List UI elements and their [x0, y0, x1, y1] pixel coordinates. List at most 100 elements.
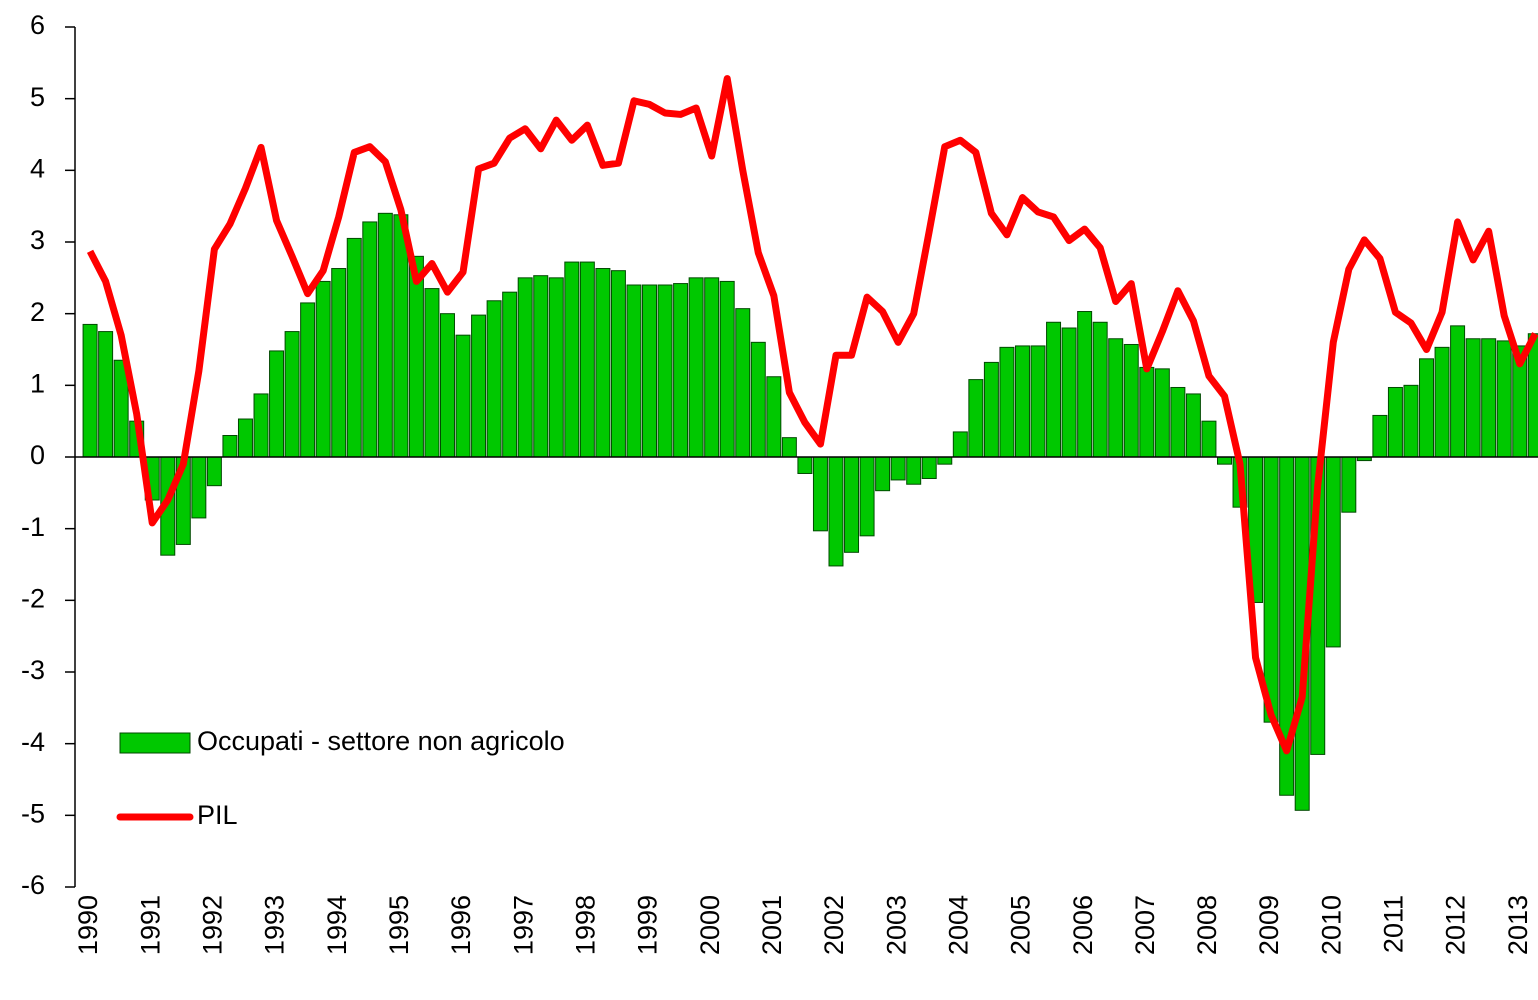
x-tick-label: 1991 [135, 895, 165, 955]
x-tick-label: 1994 [322, 895, 352, 955]
bar [455, 334, 471, 458]
bar [1201, 420, 1217, 458]
x-tick-label: 2012 [1441, 895, 1471, 955]
bar [1077, 311, 1093, 458]
bar [937, 456, 953, 465]
bar [1030, 345, 1046, 458]
bar [1403, 384, 1419, 458]
bar [1419, 358, 1435, 458]
bar [844, 456, 860, 553]
x-tick-label: 1995 [384, 895, 414, 955]
y-tick-label: 0 [30, 440, 45, 470]
bar [719, 280, 735, 458]
y-tick-label: -1 [21, 512, 45, 542]
bar [1170, 386, 1186, 458]
bar [331, 268, 347, 458]
bar [408, 255, 424, 458]
bar [315, 280, 331, 458]
bar [1527, 333, 1538, 458]
bar [424, 288, 440, 458]
bar [439, 313, 455, 458]
bar [797, 456, 813, 474]
bar [610, 270, 626, 458]
x-tick-label: 2011 [1379, 895, 1409, 953]
bar [564, 261, 580, 458]
y-tick-label: 2 [30, 297, 45, 327]
bar [82, 323, 98, 458]
bar [1014, 345, 1030, 458]
bar [1154, 368, 1170, 458]
bar [237, 418, 253, 458]
bar [1481, 338, 1497, 458]
bar [890, 456, 906, 481]
y-tick-label: -5 [21, 798, 45, 828]
bar [284, 331, 300, 458]
bar [657, 284, 673, 458]
bar [828, 456, 844, 567]
x-tick-label: 1996 [446, 895, 476, 955]
bar [579, 261, 595, 458]
bar [1496, 340, 1512, 458]
bar [952, 431, 968, 458]
bar [595, 268, 611, 458]
bar [1434, 346, 1450, 458]
x-tick-label: 1992 [198, 895, 228, 955]
bar [1061, 327, 1077, 458]
bar [812, 456, 828, 532]
bar [517, 277, 533, 458]
bar [1450, 325, 1466, 458]
bar [859, 456, 875, 537]
line [86, 75, 1538, 755]
legend-label: PIL [197, 800, 238, 830]
x-tick-label: 1997 [508, 895, 538, 955]
bar [735, 308, 751, 458]
bar [486, 300, 502, 458]
x-tick-label: 2005 [1006, 895, 1036, 955]
y-tick-label: -3 [21, 655, 45, 685]
bar [502, 291, 518, 458]
bar [1139, 366, 1155, 458]
bar [921, 456, 937, 479]
bar [781, 437, 797, 458]
bar [1325, 456, 1341, 648]
bar [968, 379, 984, 458]
bar [626, 284, 642, 458]
bar [1372, 414, 1388, 458]
bar [253, 393, 269, 458]
bar [1263, 456, 1279, 723]
y-tick-label: -6 [21, 870, 45, 900]
bar [471, 314, 487, 458]
x-tick-label: 2006 [1068, 895, 1098, 955]
x-tick-label: 2010 [1316, 895, 1346, 955]
x-tick-label: 1990 [73, 895, 103, 955]
bar [1108, 338, 1124, 458]
y-tick-label: -4 [21, 727, 45, 757]
bar [269, 350, 285, 458]
bar [362, 221, 378, 458]
x-tick-label: 2013 [1503, 895, 1533, 955]
bar [983, 361, 999, 458]
legend-swatch [119, 732, 191, 754]
x-tick-label: 2004 [943, 895, 973, 955]
x-tick-label: 2002 [819, 895, 849, 955]
bar [766, 376, 782, 458]
y-tick-label: 5 [30, 82, 45, 112]
y-tick-label: 6 [30, 10, 45, 40]
x-tick-label: 2003 [881, 895, 911, 955]
bar [906, 456, 922, 485]
x-tick-label: 2001 [757, 895, 787, 955]
bar [1465, 338, 1481, 458]
x-tick-label: 2000 [695, 895, 725, 955]
bar [533, 275, 549, 458]
bar [750, 341, 766, 458]
bar [1341, 456, 1357, 513]
x-tick-label: 2008 [1192, 895, 1222, 955]
bar [1123, 343, 1139, 458]
bar [1092, 321, 1108, 458]
bars [82, 212, 1538, 811]
bar [1046, 321, 1062, 458]
bar [191, 456, 207, 519]
y-tick-label: 4 [30, 153, 45, 183]
x-tick-label: 1998 [570, 895, 600, 955]
x-tick-label: 2009 [1254, 895, 1284, 955]
